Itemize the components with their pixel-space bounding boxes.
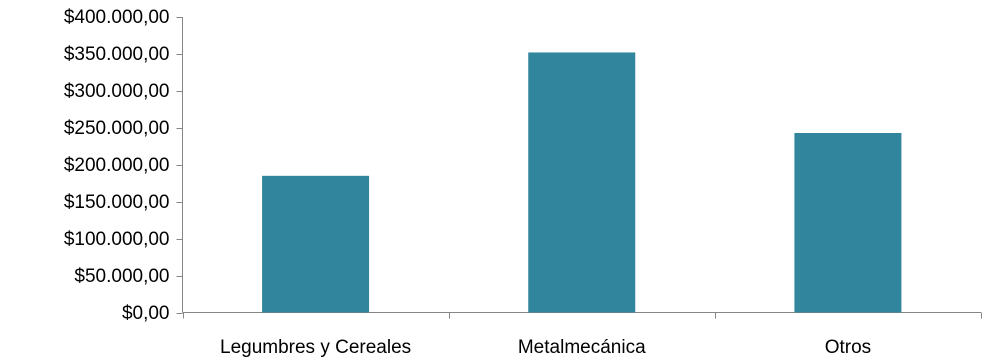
y-axis: $0,00 $50.000,00 $100.000,00 $150.000,00 $20… — [64, 7, 183, 324]
x-axis: Legumbres y Cereales Metalmecánica Otros — [182, 312, 982, 358]
bar — [262, 175, 370, 313]
y-tick-label: $300.000,00 — [64, 81, 170, 102]
x-category-label: Legumbres y Cereales — [220, 337, 411, 358]
y-tick-label: $50.000,00 — [74, 266, 169, 287]
bars — [262, 52, 902, 313]
y-tick-label: $100.000,00 — [64, 229, 170, 250]
y-tick-label: $400.000,00 — [64, 7, 170, 28]
y-tick-label: $0,00 — [122, 303, 170, 324]
x-category-label: Otros — [825, 337, 871, 358]
x-category-label: Metalmecánica — [518, 337, 646, 358]
y-tick-label: $250.000,00 — [64, 118, 170, 139]
bar — [794, 132, 902, 313]
y-tick-label: $350.000,00 — [64, 44, 170, 65]
y-tick-label: $150.000,00 — [64, 192, 170, 213]
y-tick-label: $200.000,00 — [64, 155, 170, 176]
bar — [528, 52, 636, 313]
